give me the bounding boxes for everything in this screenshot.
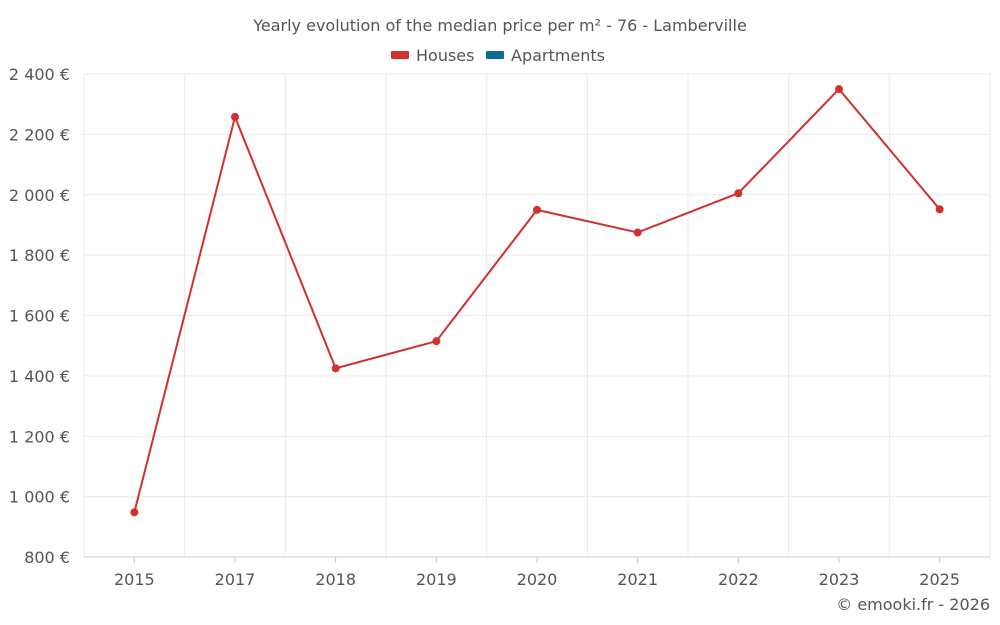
y-tick-label: 1 800 € [9, 246, 70, 265]
legend-swatch-apartments [486, 51, 504, 59]
y-tick-label: 1 200 € [9, 427, 70, 446]
legend-swatch-houses [391, 51, 409, 59]
x-tick-label: 2015 [114, 570, 155, 589]
x-tick-label: 2018 [315, 570, 356, 589]
y-tick-label: 1 400 € [9, 367, 70, 386]
y-tick-label: 2 000 € [9, 186, 70, 205]
y-tick-label: 800 € [24, 548, 70, 567]
grid-lines [83, 73, 991, 557]
y-tick-label: 1 000 € [9, 488, 70, 507]
legend-label-houses: Houses [416, 46, 474, 65]
y-tick-label: 1 600 € [9, 307, 70, 326]
x-tick-label: 2023 [819, 570, 860, 589]
x-tick-label: 2021 [617, 570, 658, 589]
chart-legend: Houses Apartments [391, 46, 605, 65]
x-tick-label: 2019 [416, 570, 457, 589]
data-point-houses-2022[interactable] [734, 189, 743, 198]
series-line-houses [133, 88, 941, 513]
data-point-houses-2025[interactable] [935, 205, 944, 214]
data-point-houses-2017[interactable] [231, 112, 239, 121]
y-tick-label: 2 200 € [9, 125, 70, 144]
data-point-houses-2015[interactable] [130, 508, 139, 517]
legend-label-apartments: Apartments [511, 46, 605, 65]
data-point-houses-2019[interactable] [432, 337, 441, 346]
x-tick-label: 2022 [718, 570, 759, 589]
data-point-houses-2023[interactable] [835, 85, 843, 94]
data-point-houses-2018[interactable] [331, 364, 340, 373]
series-houses [130, 85, 944, 517]
data-point-houses-2020[interactable] [533, 205, 541, 214]
y-axis-ticks: 800 € 1 000 € 1 200 € 1 400 € 1 600 € 1 800 €… [9, 65, 70, 567]
y-tick-label: 2 400 € [9, 65, 70, 84]
x-tick-label: 2025 [919, 570, 960, 589]
x-tick-label: 2017 [215, 570, 256, 589]
legend-item-houses[interactable]: Houses [391, 46, 474, 65]
copyright-credit: © emooki.fr - 2026 [836, 595, 990, 614]
legend-item-apartments[interactable]: Apartments [486, 46, 605, 65]
x-tick-label: 2020 [517, 570, 558, 589]
data-point-houses-2021[interactable] [633, 228, 642, 237]
x-axis-ticks: 2015 2017 2018 2019 2020 2021 2022 2023 2025 [114, 557, 960, 589]
chart-title: Yearly evolution of the median price per… [252, 16, 747, 35]
